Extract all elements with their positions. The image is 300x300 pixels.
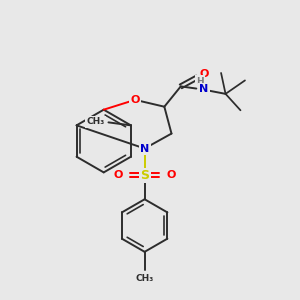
Text: H: H [196,76,204,85]
Text: O: O [113,170,122,180]
Text: O: O [130,95,140,105]
Text: N: N [140,143,149,154]
Text: O: O [199,69,208,79]
Text: CH₃: CH₃ [136,274,154,283]
Text: N: N [199,84,208,94]
Text: S: S [140,169,149,182]
Text: O: O [167,170,176,180]
Text: CH₃: CH₃ [87,117,105,126]
